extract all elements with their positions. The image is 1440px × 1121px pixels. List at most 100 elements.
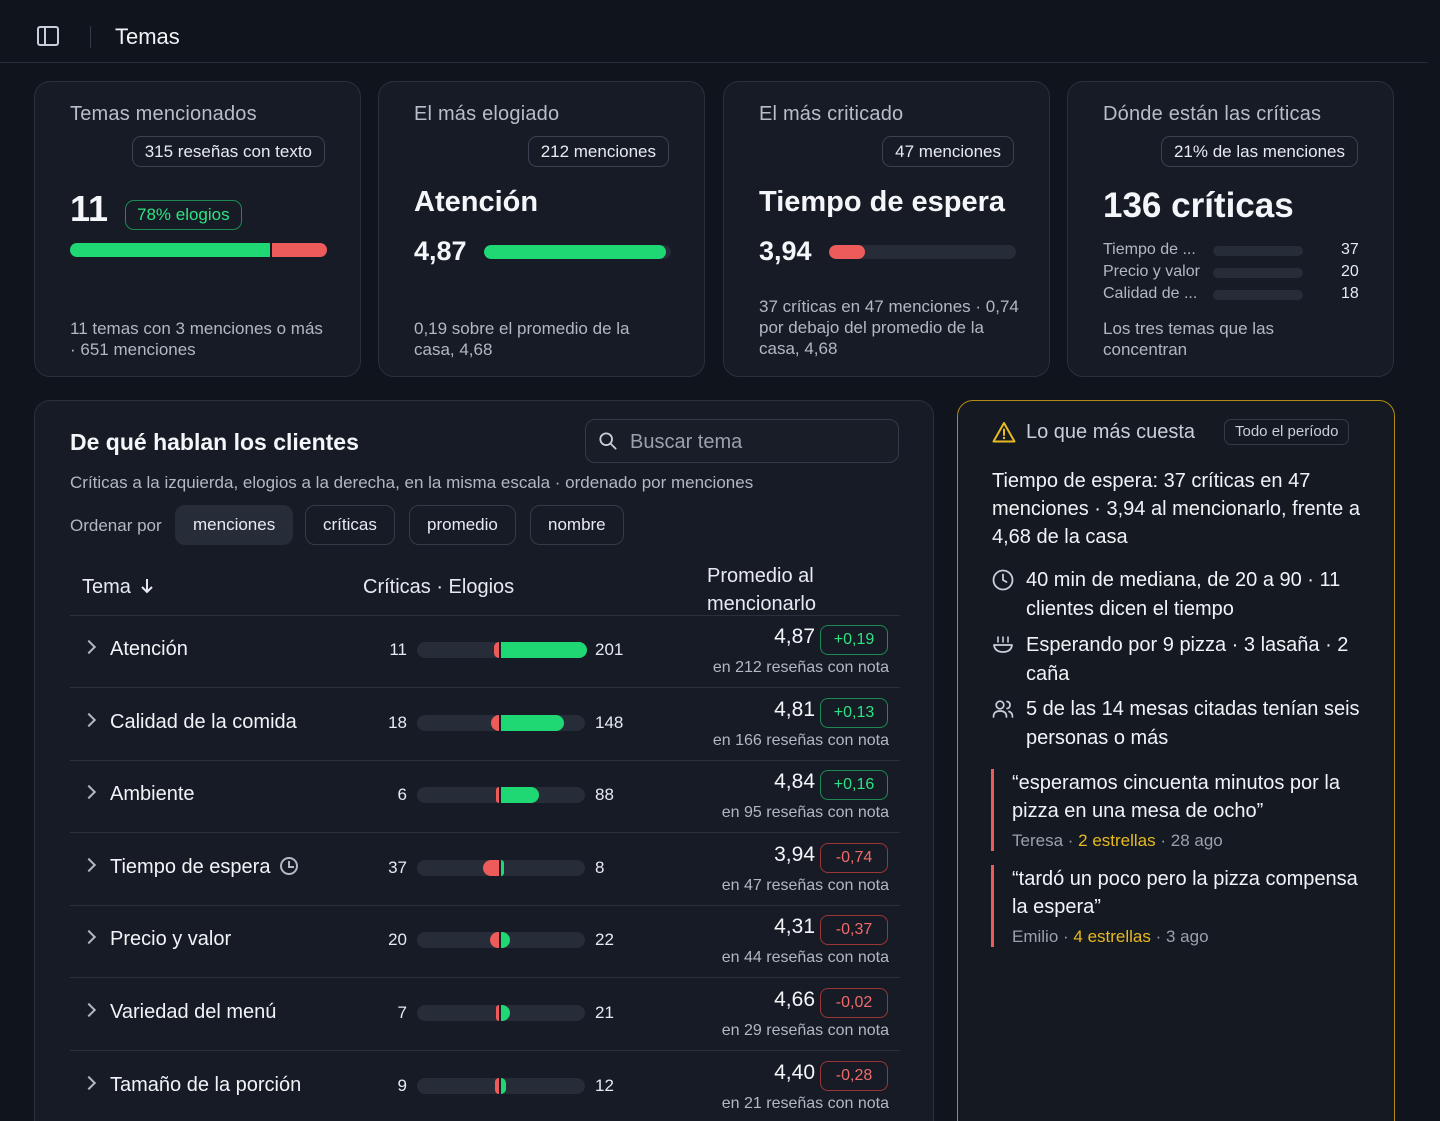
card-footer: 11 temas con 3 menciones o más · 651 men… <box>70 319 323 359</box>
review-quote: “tardó un poco pero la pizza compensa la… <box>991 865 1371 947</box>
topic-row[interactable]: Tiempo de espera 37 8 3,94 -0,74 en 47 reseña… <box>70 834 900 906</box>
card-most-praised: El más elogiado 212 menciones Atención 4… <box>378 81 705 377</box>
card-label: Dónde están las críticas <box>1103 103 1322 125</box>
chevron-right-icon[interactable] <box>81 857 97 872</box>
mini-row-value: 37 <box>1341 241 1359 258</box>
diverging-bar <box>417 714 585 731</box>
people-icon <box>992 700 1014 718</box>
topic-row[interactable]: Tamaño de la porción 9 12 4,40 -0,28 en 21 re… <box>70 1052 900 1121</box>
search-icon <box>599 432 617 450</box>
topic-row[interactable]: Ambiente 6 88 4,84 +0,16 en 95 reseñas con no… <box>70 761 900 834</box>
critic-fill <box>829 245 865 259</box>
critics-bar <box>483 859 499 876</box>
praise-count: 21 <box>595 1003 614 1022</box>
reviews-note: en 212 reseñas con nota <box>712 659 889 676</box>
praise-segment <box>70 243 271 257</box>
critics-bar <box>495 1077 499 1094</box>
topic-name: Calidad de la comida <box>110 710 297 733</box>
page-title: Temas <box>115 24 180 49</box>
chevron-right-icon[interactable] <box>81 785 97 800</box>
delta-badge: -0,74 <box>820 842 888 873</box>
quote-stars: 4 estrellas <box>1073 927 1151 946</box>
critics-count: 18 <box>388 712 407 732</box>
mini-row-label: Calidad de ... <box>1103 285 1198 302</box>
column-topic[interactable]: Tema <box>82 576 154 599</box>
diverging-bar <box>417 787 585 804</box>
sort-average-button[interactable]: promedio <box>409 505 516 545</box>
quote-text: “tardó un poco pero la pizza compensa la… <box>1012 868 1358 918</box>
topics-count: 11 <box>70 188 109 229</box>
mini-row-label: Precio y valor <box>1103 263 1200 280</box>
critic-segment <box>272 243 327 257</box>
topics-panel: De qué hablan los clientes Críticas a la… <box>34 400 934 1121</box>
fact-text: 40 min de mediana, de 20 a 90 · 11 clien… <box>1026 569 1341 620</box>
chevron-right-icon[interactable] <box>81 712 97 727</box>
delta-badge: +0,13 <box>820 697 888 728</box>
praise-bar <box>501 859 504 876</box>
column-average: Promedio al mencionarlo <box>707 565 816 615</box>
quote-author: Emilio <box>1012 927 1059 946</box>
topic-row[interactable]: Precio y valor 20 22 4,31 -0,37 en 44 reseñas… <box>70 906 900 979</box>
diverging-bar <box>417 1077 585 1094</box>
search-box[interactable] <box>585 419 899 463</box>
fact-text: 5 de las 14 mesas citadas tenían seis pe… <box>1026 698 1360 749</box>
topic-row[interactable]: Variedad del menú 7 21 4,66 -0,02 en 29 reseñ… <box>70 979 900 1051</box>
top-topic: Atención <box>414 186 539 218</box>
mini-row-label: Tiempo de ... <box>1103 241 1196 258</box>
delta-badge: -0,02 <box>820 988 888 1018</box>
share-pill: 21% de las menciones <box>1160 136 1358 167</box>
period-badge[interactable]: Todo el período <box>1224 419 1350 445</box>
critic-bar <box>829 245 1016 259</box>
average-score: 4,40 <box>774 1060 815 1084</box>
delta-badge: -0,28 <box>820 1060 888 1091</box>
card-label: El más criticado <box>759 103 904 125</box>
average-score: 4,66 <box>774 988 815 1011</box>
panel-title: Lo que más cuesta <box>1026 421 1195 443</box>
card-topics-mentioned: Temas mencionados 315 reseñas con texto … <box>34 81 361 377</box>
praise-count: 148 <box>595 712 624 732</box>
panel-subtitle: Críticas a la izquierda, elogios a la de… <box>70 473 754 492</box>
chevron-right-icon[interactable] <box>81 1002 97 1018</box>
chevron-right-icon[interactable] <box>81 930 97 945</box>
quote-author: Teresa <box>1012 831 1064 850</box>
critics-bar <box>490 932 499 949</box>
sort-name-button[interactable]: nombre <box>530 505 624 545</box>
divider <box>90 26 91 48</box>
quote-stars: 2 estrellas <box>1078 831 1156 850</box>
topic-name: Ambiente <box>110 783 195 806</box>
sort-label: Ordenar por <box>70 516 162 535</box>
praise-bar <box>501 1077 506 1094</box>
critics-count: 11 <box>389 640 407 659</box>
topic-name: Variedad del menú <box>110 1001 277 1023</box>
warning-icon <box>992 422 1016 443</box>
reviews-note: en 21 reseñas con nota <box>721 1094 889 1112</box>
delta-badge: +0,19 <box>820 625 888 655</box>
topic-row[interactable]: Calidad de la comida 18 148 4,81 +0,13 en 166… <box>70 689 900 761</box>
food-bowl-icon <box>993 636 1013 653</box>
card-footer: 37 críticas en 47 menciones · 0,74 por d… <box>759 297 1019 358</box>
critics-bar <box>496 787 499 804</box>
sort-critics-button[interactable]: críticas <box>305 505 395 545</box>
topic-score: 4,87 <box>414 236 467 266</box>
critics-count: 7 <box>397 1003 407 1022</box>
sort-mentions-button[interactable]: menciones <box>175 505 294 545</box>
chevron-right-icon[interactable] <box>81 639 97 655</box>
card-where-criticism: Dónde están las críticas 21% de las menc… <box>1067 81 1394 377</box>
cost-panel: Lo que más cuesta Todo el período Tiempo… <box>957 400 1395 1121</box>
topic-row[interactable]: Atención 11 201 4,87 +0,19 en 212 reseñas con… <box>70 616 900 688</box>
reviews-note: en 44 reseñas con nota <box>721 949 889 967</box>
average-score: 4,84 <box>774 770 815 794</box>
search-input[interactable] <box>630 428 885 456</box>
top-bar: Temas <box>0 0 1428 63</box>
fact-text: Esperando por 9 pizza · 3 lasaña · 2 cañ… <box>1026 634 1349 685</box>
sidebar-toggle-icon[interactable] <box>37 26 59 46</box>
column-critics-praise: Críticas · Elogios <box>363 576 515 598</box>
quote-date: 3 ago <box>1166 927 1209 946</box>
mentions-pill: 212 menciones <box>527 136 669 167</box>
praise-bar <box>501 642 587 658</box>
chevron-right-icon[interactable] <box>81 1075 97 1090</box>
diverging-bar <box>417 859 585 876</box>
mini-row-value: 20 <box>1341 263 1359 280</box>
praise-bar <box>501 1005 510 1021</box>
delta-badge: +0,16 <box>820 770 888 801</box>
